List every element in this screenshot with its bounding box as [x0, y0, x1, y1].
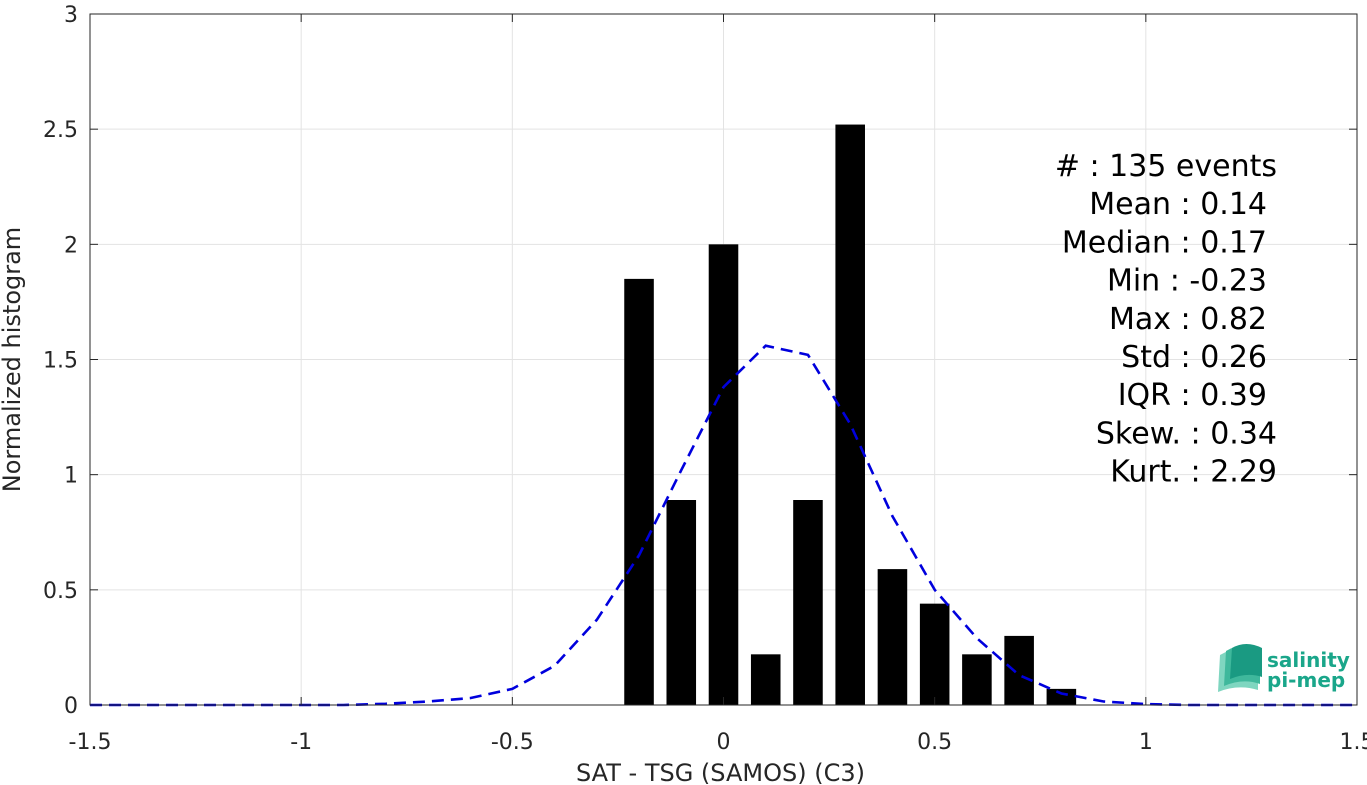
histogram-bar — [624, 278, 654, 705]
y-tick-label: 3 — [64, 3, 78, 28]
logo-text-pi-mep: pi-mep — [1267, 668, 1345, 692]
x-tick-label: -1.5 — [69, 730, 112, 755]
logo-text-salinity: salinity — [1267, 648, 1350, 672]
stat-line: Mean : 0.14 — [1089, 187, 1267, 222]
stat-line: IQR : 0.39 — [1118, 378, 1267, 413]
stat-line: Std : 0.26 — [1121, 340, 1267, 375]
histogram-bar — [793, 500, 823, 705]
x-tick-label: -1 — [290, 730, 312, 755]
y-tick-label: 2 — [64, 233, 78, 258]
wave-logo-icon — [1218, 644, 1262, 692]
histogram-bar — [919, 603, 950, 705]
histogram-bar — [708, 244, 739, 706]
histogram-bar — [666, 500, 697, 705]
y-tick-label: 0 — [64, 694, 78, 719]
stat-line: Skew. : 0.34 — [1096, 416, 1277, 451]
y-axis-ticks: 0 0.5 1 1.5 2 2.5 3 — [43, 3, 1357, 719]
histogram-bar — [877, 569, 908, 705]
x-axis-label: SAT - TSG (SAMOS) (C3) — [576, 759, 865, 785]
stat-line: # : 135 events — [1055, 149, 1277, 184]
y-tick-label: 1.5 — [43, 349, 78, 374]
x-tick-label: 0.5 — [917, 730, 952, 755]
stat-line: Kurt. : 2.29 — [1110, 455, 1277, 490]
bars — [624, 124, 1077, 706]
y-tick-label: 0.5 — [43, 579, 78, 604]
x-tick-label: 1 — [1139, 730, 1153, 755]
y-tick-label: 1 — [64, 464, 78, 489]
x-tick-label: 0 — [717, 730, 731, 755]
histogram-bar — [1046, 688, 1077, 705]
histogram-bar — [750, 654, 781, 705]
histogram-bar — [962, 654, 992, 705]
x-tick-label: -0.5 — [491, 730, 534, 755]
x-tick-label: 1.5 — [1340, 730, 1367, 755]
salinity-pi-mep-logo: salinity pi-mep — [1218, 644, 1350, 692]
x-axis-ticks: -1.5 -1 -0.5 0 0.5 1 1.5 — [69, 14, 1367, 755]
stat-line: Min : -0.23 — [1107, 264, 1267, 299]
stat-line: Median : 0.17 — [1062, 225, 1267, 260]
y-axis-label: Normalized histogram — [0, 227, 26, 492]
histogram-bar — [835, 124, 865, 705]
histogram-bar — [1004, 635, 1034, 705]
y-tick-label: 2.5 — [43, 118, 78, 143]
stat-line: Max : 0.82 — [1109, 302, 1267, 337]
